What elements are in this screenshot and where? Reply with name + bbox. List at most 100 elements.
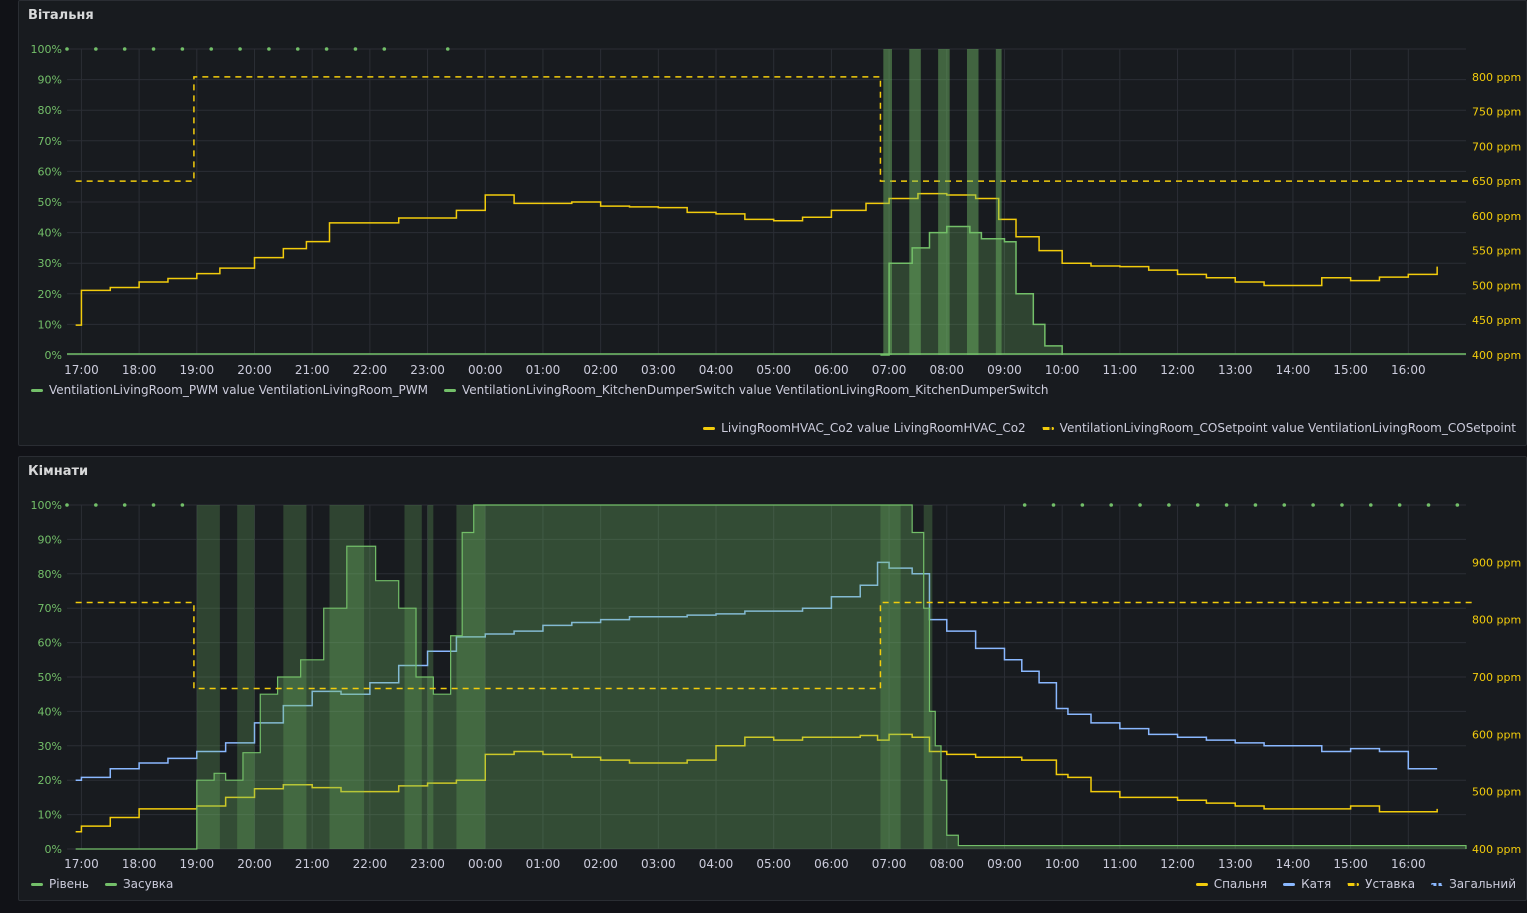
status-dot [1167, 503, 1171, 507]
status-dot [180, 503, 185, 507]
y-right-tick-label: 900 ppm [1472, 556, 1521, 569]
status-dot [445, 47, 450, 51]
series-line [75, 733, 1438, 833]
status-dot [295, 47, 300, 51]
damper-band [880, 505, 901, 849]
y-right-tick-label: 700 ppm [1472, 671, 1521, 684]
x-tick-label: 21:00 [295, 363, 330, 377]
legend-label: Загальний [1449, 877, 1516, 891]
panel-rooms: Кімнати 0% 10% 20% 30% 40% 50% 60% 70% 80% 90% 100… [18, 456, 1527, 901]
legend-swatch [443, 388, 456, 392]
x-tick-label: 22:00 [353, 363, 388, 377]
legend-label: Рівень [49, 877, 89, 891]
status-dot [94, 47, 98, 51]
legend-item[interactable]: Засувка [104, 877, 173, 891]
status-dot [122, 47, 127, 51]
x-tick-label: 05:00 [756, 857, 791, 871]
status-dot [209, 47, 214, 51]
series-line [75, 76, 1472, 182]
legend-item[interactable]: LivingRoomHVAC_Co2 value LivingRoomHVAC_… [703, 421, 1026, 435]
legend-item[interactable]: Рівень [31, 877, 89, 891]
legend-item[interactable]: Загальний [1431, 877, 1516, 891]
y-right-tick-label: 800 ppm [1472, 614, 1521, 627]
x-tick-label: 02:00 [583, 363, 618, 377]
dumper-on-band [909, 49, 921, 355]
legend-swatch [1195, 882, 1208, 886]
y-left-tick-label: 80% [38, 104, 62, 117]
series-area [880, 226, 1063, 355]
x-tick-label: 18:00 [122, 857, 157, 871]
y-left-tick-label: 30% [38, 257, 62, 270]
legend-item[interactable]: Катя [1283, 877, 1331, 891]
x-tick-label: 08:00 [929, 857, 964, 871]
x-tick-label: 05:00 [756, 363, 791, 377]
series-line [75, 561, 1438, 781]
status-dot [65, 47, 69, 51]
panel-title: Кімнати [28, 464, 89, 479]
series-line [880, 225, 1063, 356]
status-dot [1311, 503, 1315, 507]
y-right-tick-label: 600 ppm [1472, 728, 1521, 741]
damper-band [456, 505, 486, 849]
x-tick-label: 23:00 [410, 857, 445, 871]
legend-item[interactable]: VentilationLivingRoom_KitchenDumperSwitc… [443, 383, 1049, 397]
legend-swatch [1431, 882, 1444, 886]
legend-item[interactable]: Спальня [1195, 877, 1268, 891]
y-left-tick-label: 80% [38, 568, 62, 581]
y-right-tick-label: 500 ppm [1472, 279, 1521, 292]
y-left-tick-label: 0% [45, 349, 62, 362]
status-dot [1397, 503, 1402, 507]
legend-item[interactable]: VentilationLivingRoom_COSetpoint value V… [1041, 421, 1516, 435]
y-left-tick-label: 20% [38, 774, 62, 787]
y-left-tick-label: 90% [38, 533, 62, 546]
x-tick-label: 19:00 [180, 363, 215, 377]
panel-title: Вітальня [28, 8, 94, 23]
x-tick-label: 14:00 [1276, 857, 1311, 871]
status-dot [1340, 503, 1344, 507]
status-dot [1282, 503, 1287, 507]
y-left-tick-label: 100% [31, 499, 62, 512]
status-dot [324, 47, 329, 51]
legend-item[interactable]: VentilationLivingRoom_PWM value Ventilat… [31, 383, 428, 397]
legend-swatch [1041, 426, 1054, 430]
x-tick-label: 16:00 [1391, 857, 1426, 871]
x-tick-label: 01:00 [526, 857, 561, 871]
legend-label: LivingRoomHVAC_Co2 value LivingRoomHVAC_… [721, 421, 1026, 435]
legend-left: Рівень Засувка [31, 877, 173, 891]
x-tick-label: 14:00 [1276, 363, 1311, 377]
legend-label: VentilationLivingRoom_PWM value Ventilat… [49, 383, 428, 397]
x-tick-label: 03:00 [641, 857, 676, 871]
x-tick-label: 00:00 [468, 363, 503, 377]
y-right-tick-label: 800 ppm [1472, 71, 1521, 84]
legend-swatch [104, 882, 117, 886]
legend-swatch [1347, 882, 1360, 886]
dumper-on-band [966, 49, 979, 355]
y-left-tick-label: 60% [38, 165, 62, 178]
y-left-tick-label: 20% [38, 288, 62, 301]
y-right-tick-label: 450 ppm [1472, 314, 1521, 327]
level-line [75, 504, 1467, 850]
legend-label: Спальня [1213, 877, 1268, 891]
y-right-tick-label: 400 ppm [1472, 843, 1521, 856]
damper-band [404, 505, 422, 849]
y-left-tick-label: 10% [38, 809, 62, 822]
y-left-tick-label: 90% [38, 74, 62, 87]
legend-label: Катя [1301, 877, 1332, 891]
x-tick-label: 23:00 [410, 363, 445, 377]
x-tick-label: 20:00 [237, 363, 272, 377]
legend-swatch [31, 882, 43, 886]
y-right-tick-label: 650 ppm [1472, 175, 1521, 188]
x-tick-label: 11:00 [1103, 363, 1138, 377]
x-tick-label: 01:00 [526, 363, 561, 377]
x-tick-label: 09:00 [987, 363, 1022, 377]
status-dot [1051, 503, 1056, 507]
status-dot [1455, 503, 1460, 507]
status-dot [238, 47, 242, 51]
x-tick-label: 21:00 [295, 857, 330, 871]
legend-item[interactable]: Уставка [1347, 877, 1415, 891]
damper-band [283, 505, 307, 849]
damper-band [237, 505, 255, 849]
status-dot [122, 503, 127, 507]
x-tick-label: 20:00 [237, 857, 272, 871]
x-tick-label: 13:00 [1218, 857, 1253, 871]
